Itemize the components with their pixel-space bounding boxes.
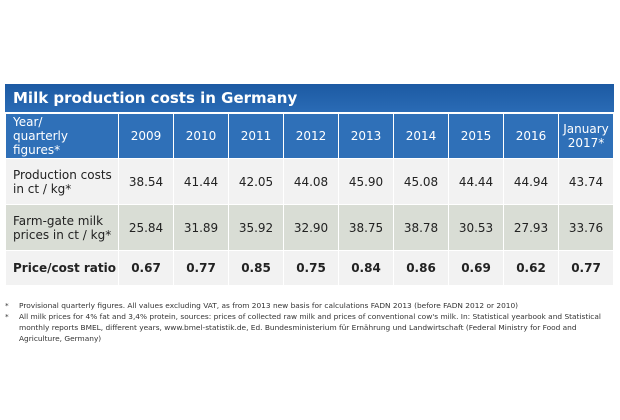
cell: 27.93 [503, 204, 559, 251]
footnote-marker: * [5, 312, 9, 321]
table-title: Milk production costs in Germany [5, 84, 614, 112]
row-label: Price/cost ratio [5, 250, 119, 286]
cell-text: 2014 [405, 129, 437, 143]
cell-text: Year/ [13, 115, 43, 129]
cell: 44.08 [283, 158, 339, 205]
table: Year/quarterly figures* 2009 2010 2011 2012 2… [5, 113, 614, 286]
cell-text: 2013 [350, 129, 382, 143]
cell: 43.74 [558, 158, 614, 205]
cell-text: in ct / kg* [13, 181, 72, 196]
footnote-text: Provisional quarterly figures. All value… [19, 301, 519, 310]
table-row: Production costs in ct / kg* 38.54 41.44 42.… [5, 158, 614, 205]
row-label: Production costs in ct / kg* [5, 158, 119, 205]
cell-text: Farm-gate milk [13, 213, 104, 228]
cell: 38.54 [118, 158, 174, 205]
table-row: Price/cost ratio 0.67 0.77 0.85 0.75 0.84 0.86… [5, 250, 614, 286]
cell: 0.77 [173, 250, 229, 286]
footnote-marker: * [5, 301, 9, 310]
header-row: Year/quarterly figures* 2009 2010 2011 2012 2… [5, 113, 614, 159]
footnote: * Provisional quarterly figures. All valu… [5, 300, 614, 311]
cell: 0.85 [228, 250, 284, 286]
cell-text: 2016 [515, 129, 547, 143]
cell-text: 2012 [295, 129, 327, 143]
header-cell: 2012 [283, 113, 339, 159]
cell: 0.86 [393, 250, 449, 286]
cell: 30.53 [448, 204, 504, 251]
footnote-text: All milk prices for 4% fat and 3,4% prot… [19, 312, 601, 343]
footnotes: * Provisional quarterly figures. All valu… [5, 300, 614, 344]
cell: 0.77 [558, 250, 614, 286]
cell: 35.92 [228, 204, 284, 251]
cell-text: 2009 [130, 129, 162, 143]
cell: 0.75 [283, 250, 339, 286]
cell: 38.78 [393, 204, 449, 251]
cell-text: Production costs [13, 167, 112, 182]
cell: 0.69 [448, 250, 504, 286]
cell-text: 2010 [185, 129, 217, 143]
cell-text: 2017* [567, 136, 605, 150]
cell: 0.84 [338, 250, 394, 286]
cell-text: 2015 [460, 129, 492, 143]
cell: 44.94 [503, 158, 559, 205]
cell: 0.62 [503, 250, 559, 286]
cell-text: January [563, 122, 609, 136]
table-row: Farm-gate milk prices in ct / kg* 25.84 31.… [5, 204, 614, 251]
cell: 25.84 [118, 204, 174, 251]
cell: 0.67 [118, 250, 174, 286]
cell: 42.05 [228, 158, 284, 205]
cell-text: prices in ct / kg* [13, 227, 112, 242]
cell: 38.75 [338, 204, 394, 251]
cell: 33.76 [558, 204, 614, 251]
header-cell: Year/quarterly figures* [5, 113, 119, 159]
header-cell: 2009 [118, 113, 174, 159]
header-cell: 2016 [503, 113, 559, 159]
cell: 31.89 [173, 204, 229, 251]
cell-text: quarterly figures* [13, 129, 68, 157]
header-cell: 2015 [448, 113, 504, 159]
footnote: * All milk prices for 4% fat and 3,4% pro… [5, 311, 614, 344]
header-cell: 2011 [228, 113, 284, 159]
header-cell: 2014 [393, 113, 449, 159]
header-cell: 2013 [338, 113, 394, 159]
cell: 44.44 [448, 158, 504, 205]
cell: 32.90 [283, 204, 339, 251]
cell-text: 2011 [240, 129, 272, 143]
cell-text: Price/cost ratio [13, 261, 116, 275]
cell: 45.08 [393, 158, 449, 205]
row-label: Farm-gate milk prices in ct / kg* [5, 204, 119, 251]
cell: 41.44 [173, 158, 229, 205]
header-cell: 2010 [173, 113, 229, 159]
cell: 45.90 [338, 158, 394, 205]
header-cell: January 2017* [558, 113, 614, 159]
